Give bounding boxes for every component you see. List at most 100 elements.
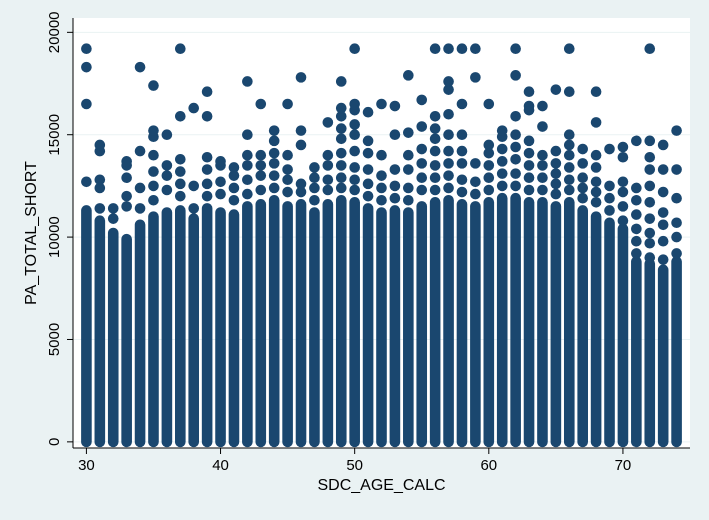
- data-point: [617, 215, 629, 227]
- data-point: [201, 164, 213, 175]
- data-point: [389, 180, 401, 192]
- data-point: [389, 129, 401, 141]
- data-point: [295, 72, 307, 83]
- data-point: [631, 235, 642, 247]
- data-point: [604, 205, 615, 216]
- data-point: [563, 129, 575, 141]
- data-point: [456, 129, 468, 141]
- data-point: [107, 203, 119, 214]
- dense-points-67: [577, 205, 588, 448]
- dense-points-66: [563, 196, 575, 448]
- data-point: [335, 160, 347, 171]
- data-point: [416, 158, 428, 169]
- data-point: [161, 129, 173, 141]
- data-point: [309, 194, 320, 206]
- data-point: [657, 139, 669, 151]
- data-point: [483, 184, 495, 196]
- dense-points-55: [416, 201, 428, 448]
- data-point: [523, 135, 535, 147]
- data-point: [255, 98, 267, 110]
- data-point: [389, 100, 401, 112]
- data-point: [403, 70, 414, 81]
- data-point: [456, 43, 468, 55]
- dense-points-37: [175, 205, 186, 448]
- data-point: [631, 194, 642, 206]
- dense-points-72: [644, 258, 656, 448]
- data-point: [121, 190, 132, 202]
- dense-points-64: [537, 196, 548, 448]
- data-point: [148, 149, 159, 161]
- data-point: [175, 166, 186, 177]
- data-point: [510, 129, 521, 141]
- data-point: [228, 194, 240, 206]
- data-point: [134, 203, 146, 214]
- data-point: [443, 145, 454, 157]
- data-point: [523, 147, 535, 159]
- dense-points-36: [161, 207, 173, 448]
- data-point: [322, 149, 334, 161]
- dense-points-47: [309, 207, 320, 448]
- data-point: [403, 149, 414, 161]
- x-axis-label: SDC_AGE_CALC: [317, 477, 445, 494]
- data-point: [510, 141, 521, 153]
- data-point: [590, 196, 602, 208]
- data-point: [657, 186, 669, 198]
- data-point: [175, 190, 186, 202]
- data-point: [403, 194, 414, 206]
- data-point: [550, 145, 562, 157]
- data-point: [175, 153, 186, 165]
- data-point: [376, 149, 387, 161]
- data-point: [496, 143, 508, 155]
- data-point: [335, 110, 347, 122]
- data-point: [376, 98, 387, 110]
- data-point: [255, 184, 267, 196]
- data-point: [134, 145, 146, 157]
- data-point: [81, 61, 92, 73]
- data-point: [496, 156, 508, 167]
- data-point: [268, 125, 280, 136]
- dense-points-56: [429, 196, 441, 448]
- data-point: [376, 182, 387, 194]
- data-point: [322, 117, 334, 128]
- data-point: [671, 248, 682, 259]
- data-point: [335, 147, 347, 159]
- dense-points-33: [121, 233, 132, 448]
- data-point: [175, 110, 186, 122]
- data-point: [107, 213, 119, 224]
- data-point: [483, 160, 495, 171]
- dense-points-63: [523, 196, 535, 448]
- data-point: [282, 186, 293, 198]
- data-point: [429, 145, 441, 157]
- data-point: [309, 172, 320, 184]
- data-point: [295, 186, 307, 198]
- axes: [72, 18, 690, 449]
- data-point: [456, 98, 468, 110]
- data-point: [470, 188, 481, 200]
- data-point: [349, 145, 360, 157]
- data-point: [483, 147, 495, 159]
- data-points: [81, 43, 682, 448]
- data-point: [242, 76, 253, 87]
- data-point: [349, 98, 360, 110]
- data-point: [134, 61, 146, 73]
- data-point: [295, 139, 307, 151]
- data-point: [335, 133, 347, 145]
- data-point: [349, 119, 360, 130]
- x-tick-label: 60: [480, 457, 497, 474]
- data-point: [81, 176, 92, 188]
- data-point: [416, 143, 428, 155]
- data-point: [349, 184, 360, 196]
- data-point: [631, 209, 642, 220]
- data-point: [242, 149, 253, 161]
- data-point: [416, 172, 428, 184]
- data-point: [429, 172, 441, 184]
- dense-points-70: [617, 223, 629, 448]
- dense-points-69: [604, 217, 615, 448]
- y-axis-label: PA_TOTAL_SHORT: [23, 161, 40, 305]
- dense-points-74: [671, 256, 682, 448]
- data-point: [483, 98, 495, 110]
- dense-points-30: [81, 205, 92, 448]
- data-point: [496, 180, 508, 192]
- data-point: [577, 182, 588, 194]
- data-point: [644, 237, 656, 249]
